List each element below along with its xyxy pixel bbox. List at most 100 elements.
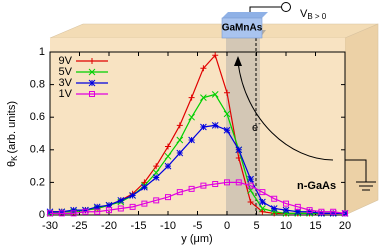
data-point (82, 208, 89, 215)
data-point (165, 194, 171, 201)
data-point (58, 208, 66, 216)
x-axis-label: y (μm) (181, 233, 212, 245)
legend-marker (88, 79, 96, 87)
data-point (200, 94, 207, 101)
data-point (152, 174, 160, 181)
contact-label: GaMnAs (222, 23, 263, 34)
data-point (247, 175, 254, 183)
data-point (93, 203, 101, 211)
x-tick-label: 15 (309, 220, 321, 232)
data-point (141, 200, 148, 207)
electron-sup: - (258, 119, 261, 128)
data-point (141, 183, 148, 191)
data-point (282, 210, 290, 217)
x-tick-label: -5 (193, 220, 203, 232)
substrate-label: n-GaAs (297, 180, 336, 192)
data-point (188, 185, 195, 192)
data-point (247, 182, 254, 189)
data-point (318, 208, 325, 215)
data-point (211, 121, 219, 129)
ground (345, 159, 376, 191)
x-tick-label: -10 (160, 220, 176, 232)
data-point (294, 208, 302, 216)
data-point (270, 208, 278, 216)
data-point (259, 189, 266, 196)
y-tick-label: 0.4 (30, 144, 45, 156)
x-tick-label: -20 (101, 220, 117, 232)
voltage-label: VB > 0 (300, 8, 327, 21)
data-point (306, 208, 313, 216)
data-point (223, 110, 231, 118)
data-point (58, 210, 65, 217)
data-point (259, 208, 266, 215)
wire (249, 6, 282, 12)
x-tick-label: 5 (253, 220, 259, 232)
data-point (223, 126, 231, 134)
data-point (342, 210, 348, 217)
data-point (188, 113, 195, 121)
data-point (224, 89, 230, 96)
data-point (318, 210, 325, 217)
data-point (117, 205, 124, 212)
electron: e (252, 122, 258, 134)
data-point (70, 206, 77, 214)
series-line (50, 181, 346, 214)
data-point (200, 65, 207, 72)
data-point (330, 208, 337, 215)
data-point (271, 195, 278, 202)
x-tick-label: -25 (72, 220, 88, 232)
data-point (259, 198, 266, 206)
arrow-head (234, 56, 242, 66)
legend-marker (89, 58, 95, 64)
data-point (70, 210, 77, 217)
legend-label: 9V (59, 55, 73, 67)
y-tick-label: 1 (39, 46, 45, 58)
voltage: V (300, 8, 308, 20)
data-point (212, 52, 219, 59)
data-point (129, 203, 136, 210)
data-point (176, 122, 183, 129)
terminal (281, 2, 291, 12)
y-unit: (arb. units) (6, 101, 18, 154)
data-point (270, 205, 278, 212)
legend-label: 1V (59, 88, 73, 100)
data-point (224, 179, 230, 186)
data-point (47, 210, 53, 217)
x-tick-label: 0 (224, 220, 230, 232)
data-point (294, 203, 301, 210)
data-point (46, 208, 54, 216)
data-point (82, 206, 89, 214)
data-point (117, 196, 125, 204)
x-tick-label: -15 (131, 220, 147, 232)
data-point (235, 179, 242, 186)
data-point (306, 207, 313, 214)
data-point (329, 210, 337, 217)
y-tick-label: 0 (39, 209, 45, 221)
data-point (153, 163, 160, 170)
slab-top (49, 23, 379, 39)
data-point (282, 206, 290, 214)
y-tick-label: 0.8 (30, 79, 45, 91)
electron-label: e- (252, 119, 261, 134)
electron-path (237, 61, 334, 161)
data-point (176, 136, 184, 144)
legend-marker (89, 91, 95, 97)
legend-marker (88, 68, 96, 76)
data-point (164, 152, 172, 160)
voltage-sub: B > 0 (307, 12, 326, 21)
data-point (176, 149, 184, 157)
data-point (94, 208, 101, 215)
data-point (211, 91, 219, 98)
data-point (164, 162, 172, 170)
y-tick-label: 0.2 (30, 176, 45, 188)
x-tick-label: 10 (280, 220, 292, 232)
data-point (247, 198, 254, 205)
y-tick-label: 0.6 (30, 111, 45, 123)
data-point (153, 197, 160, 204)
gamnas-top (222, 12, 268, 18)
data-point (165, 143, 171, 150)
data-point (105, 201, 113, 209)
data-point (188, 94, 195, 101)
data-point (212, 181, 219, 188)
data-point (106, 207, 112, 214)
